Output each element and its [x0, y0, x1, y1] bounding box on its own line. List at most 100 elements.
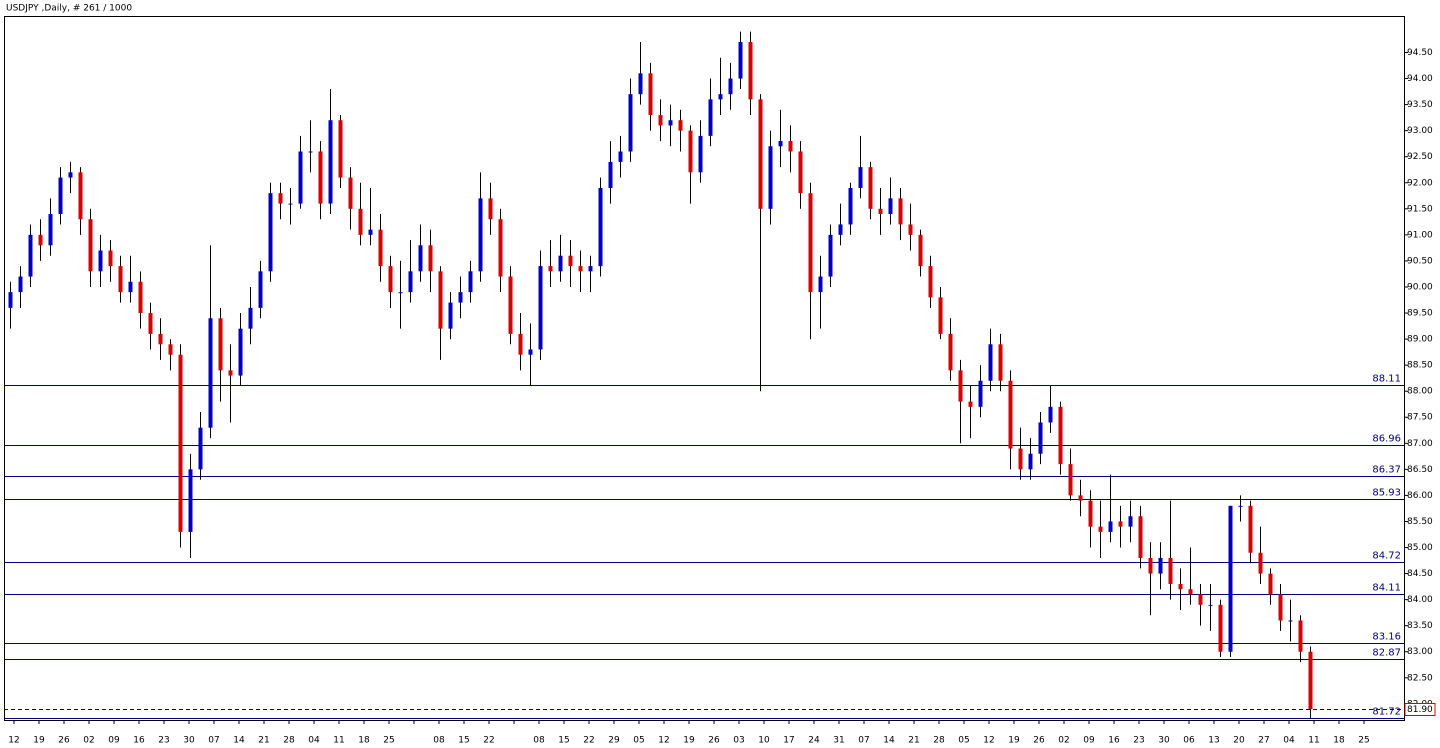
candle-body	[1218, 604, 1223, 652]
candle-body	[488, 198, 493, 220]
candle-body	[148, 313, 153, 334]
candle-body	[408, 271, 413, 293]
x-tick-label: 25	[1358, 736, 1369, 746]
candle-body	[1298, 620, 1303, 652]
candle-body	[458, 292, 463, 303]
candle-body	[1088, 500, 1093, 527]
x-tick-label: 21	[908, 736, 919, 746]
x-tick-label: 19	[683, 736, 695, 746]
level-label: 83.16	[1372, 632, 1401, 643]
y-tick-label: 93.00	[1407, 126, 1433, 136]
candle-body	[1038, 422, 1043, 454]
candle-body	[868, 167, 873, 209]
x-tick-label: 14	[233, 736, 245, 746]
x-tick-label: 21	[258, 736, 269, 746]
candle-body	[668, 120, 673, 126]
candle-body	[758, 99, 763, 209]
candle-body	[468, 271, 473, 293]
y-tick-label: 92.50	[1407, 152, 1433, 162]
candle-body	[248, 307, 253, 329]
candle-body	[1248, 505, 1253, 553]
candle-body	[448, 302, 453, 329]
current-price-box	[1404, 703, 1436, 716]
candle-body	[1008, 380, 1013, 449]
candle-body	[208, 318, 213, 428]
candle-body	[368, 229, 373, 235]
candle-body	[928, 266, 933, 298]
candle-body	[598, 187, 603, 267]
candle-body	[838, 224, 843, 235]
candle-body	[1198, 594, 1203, 605]
candle-body	[108, 250, 113, 267]
candle-body	[218, 318, 223, 371]
candle-body	[908, 224, 913, 235]
y-tick-label: 89.00	[1407, 335, 1433, 345]
x-tick-label: 26	[58, 736, 70, 746]
candle-body	[888, 198, 893, 215]
y-tick-label: 89.50	[1407, 309, 1433, 319]
candle-body	[628, 94, 633, 152]
candle-body	[718, 94, 723, 100]
candle-body	[118, 266, 123, 293]
candle-body	[48, 214, 53, 246]
candle-body	[238, 328, 243, 376]
y-tick-label: 88.00	[1407, 387, 1433, 397]
candle-body	[608, 161, 613, 188]
candle-body	[878, 208, 883, 215]
candle-body	[58, 177, 63, 215]
candle-body	[858, 167, 863, 188]
candle-body	[178, 354, 183, 532]
x-tick-label: 12	[658, 736, 669, 746]
candle-body	[498, 219, 503, 277]
candle-body	[8, 292, 13, 308]
candle-body	[1168, 557, 1173, 584]
x-tick-label: 06	[1183, 736, 1195, 746]
candle-body	[1098, 526, 1103, 532]
candle-body	[508, 276, 513, 334]
y-tick-label: 83.50	[1407, 621, 1433, 631]
x-tick-label: 07	[858, 736, 869, 746]
level-label: 84.11	[1372, 583, 1401, 594]
candle-body	[528, 349, 533, 355]
level-label: 84.72	[1372, 551, 1401, 562]
candle-body	[78, 172, 83, 220]
candle-body	[1278, 594, 1283, 621]
y-tick-label: 93.50	[1407, 100, 1433, 110]
candle-body	[798, 151, 803, 194]
candle-body	[518, 333, 523, 355]
x-tick-label: 02	[83, 736, 94, 746]
x-tick-label: 08	[533, 736, 545, 746]
candle-body	[998, 344, 1003, 381]
x-tick-label: 31	[833, 736, 844, 746]
candle-body	[788, 141, 793, 152]
x-tick-label: 22	[583, 736, 594, 746]
y-tick-label: 94.50	[1407, 48, 1433, 58]
x-tick-label: 14	[883, 736, 895, 746]
x-tick-label: 28	[933, 736, 945, 746]
x-tick-label: 19	[33, 736, 45, 746]
candle-body	[898, 198, 903, 225]
candle-body	[418, 245, 423, 272]
level-label: 85.93	[1372, 488, 1401, 499]
level-label: 88.11	[1372, 374, 1401, 385]
x-tick-label: 16	[1108, 736, 1120, 746]
candle-body	[918, 234, 923, 267]
candle-body	[588, 266, 593, 272]
candle-body	[18, 276, 23, 293]
x-tick-label: 18	[358, 736, 370, 746]
candle-body	[988, 344, 993, 381]
level-label: 86.96	[1372, 434, 1401, 445]
candle-body	[158, 333, 163, 345]
candle-body	[1118, 521, 1123, 527]
x-tick-label: 07	[208, 736, 219, 746]
x-tick-label: 23	[158, 736, 169, 746]
x-tick-label: 27	[1258, 736, 1269, 746]
chart-title: USDJPY ,Daily, # 261 / 1000	[6, 4, 132, 14]
candle-body	[678, 120, 683, 131]
candle-body	[308, 151, 313, 153]
candle-body	[168, 344, 173, 355]
x-tick-label: 15	[458, 736, 469, 746]
y-tick-label: 83.00	[1407, 647, 1433, 657]
x-tick-label: 05	[958, 736, 969, 746]
candle-body	[138, 281, 143, 314]
